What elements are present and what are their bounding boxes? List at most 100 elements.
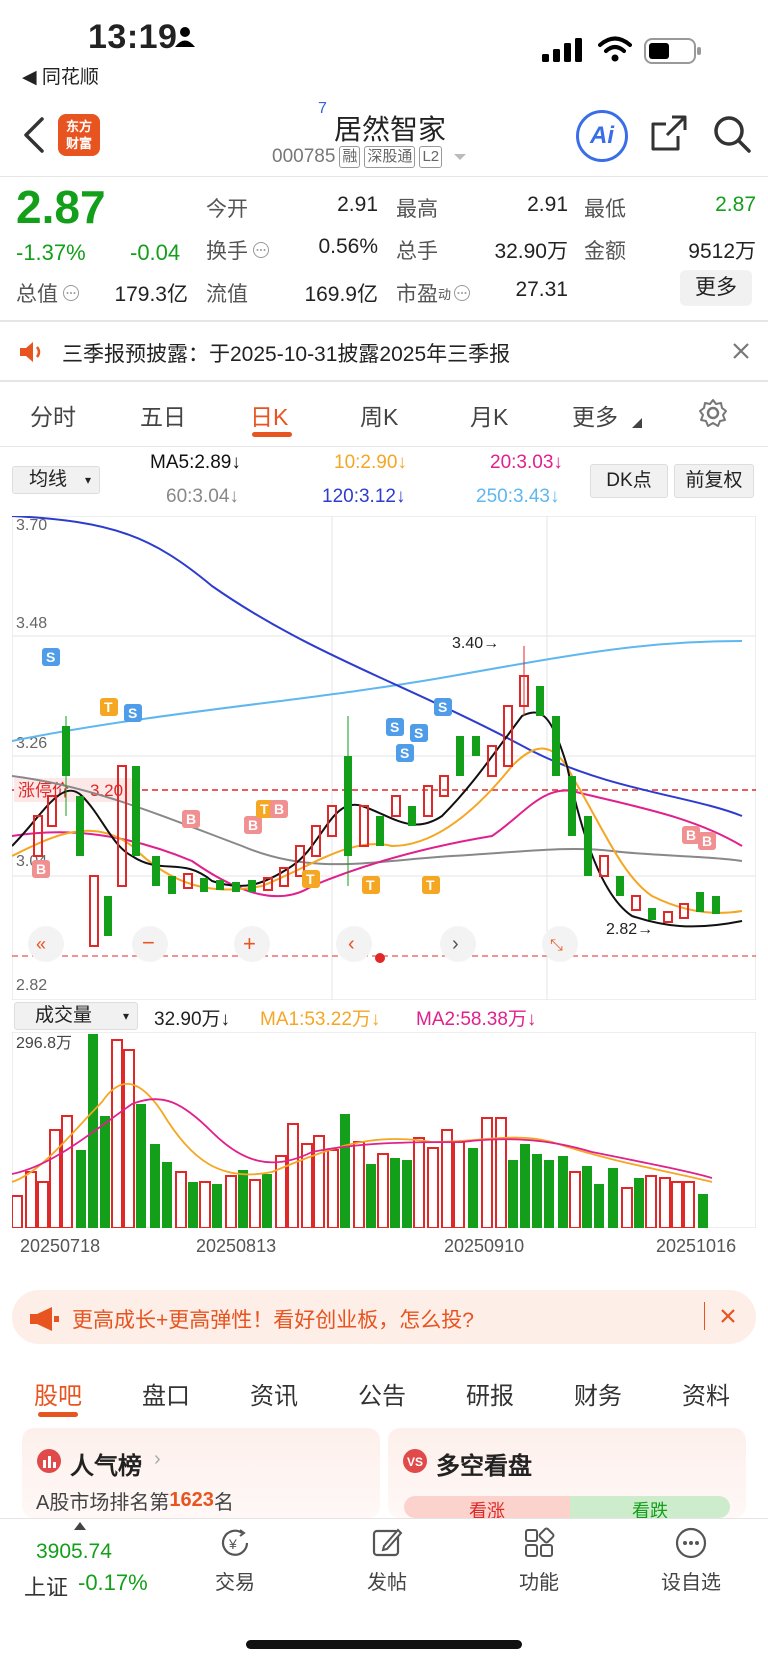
gear-icon[interactable]	[698, 398, 728, 428]
amount-value: 9512万	[688, 240, 756, 263]
volume-bars	[12, 1034, 708, 1228]
ad-banner[interactable]	[12, 1290, 756, 1344]
ma20-line	[12, 789, 743, 898]
index-value[interactable]: 3905.74	[36, 1540, 112, 1563]
info-icon[interactable]	[62, 284, 80, 302]
close-icon[interactable]	[732, 342, 750, 360]
open-label: 今开	[206, 198, 248, 221]
low-value: 2.87	[715, 193, 756, 216]
next-icon	[440, 926, 476, 962]
wifi-icon	[598, 36, 632, 62]
svg-text:T: T	[260, 801, 269, 817]
tab-finance[interactable]: 财务	[574, 1383, 622, 1410]
svg-text:S: S	[128, 705, 137, 721]
index-name[interactable]: 上证	[24, 1575, 69, 1600]
tab-more[interactable]: 更多	[572, 404, 618, 430]
volume-label: 总手	[396, 240, 438, 263]
volume-value: 32.90万	[494, 240, 568, 263]
change-amount: -0.04	[130, 240, 181, 265]
bottom-tab-indicator	[38, 1412, 78, 1417]
tab-week-k[interactable]: 周K	[360, 404, 399, 430]
current-price: 2.87	[16, 181, 106, 233]
pe-sup: 动	[438, 286, 452, 302]
dropdown-arrow-icon: ▾	[84, 473, 91, 487]
mktcap-value: 179.3亿	[114, 283, 188, 306]
tab-news[interactable]: 资讯	[250, 1383, 298, 1410]
nav-post[interactable]: 发帖	[332, 1526, 442, 1595]
ma120-value: 120:3.12↓	[322, 486, 406, 507]
svg-text:›: ›	[452, 933, 459, 955]
float-value: 169.9亿	[304, 283, 378, 306]
battery-icon	[644, 38, 701, 64]
tab-five-day[interactable]: 五日	[140, 404, 186, 430]
ma20-value: 20:3.03↓	[490, 452, 563, 473]
speaker-icon	[20, 342, 41, 362]
close-icon[interactable]	[720, 1308, 736, 1324]
tab-announcements[interactable]: 公告	[358, 1383, 406, 1410]
ad-divider	[704, 1302, 705, 1330]
svg-text:¥: ¥	[228, 1536, 237, 1552]
svg-text:B: B	[686, 827, 696, 843]
turnover-value: 0.56%	[318, 235, 378, 258]
dropdown-arrow-icon: ▾	[122, 1009, 129, 1023]
nav-functions[interactable]: 功能	[484, 1526, 594, 1595]
pe-value: 27.31	[515, 278, 568, 301]
adjust-button[interactable]: 前复权	[674, 464, 754, 498]
page-dot	[375, 953, 385, 963]
tab-day-k[interactable]: 日K	[250, 404, 289, 430]
more-button[interactable]: 更多	[680, 270, 752, 306]
tag-margin: 融	[339, 146, 361, 168]
svg-text:B: B	[274, 801, 284, 817]
volume-chart[interactable]: 296.8万	[12, 1032, 756, 1228]
header-divider	[0, 176, 768, 177]
info-icon[interactable]	[252, 241, 270, 259]
ai-button[interactable]: Ai	[576, 110, 628, 162]
nav-trade-label: 交易	[215, 1572, 255, 1594]
svg-text:B: B	[36, 861, 46, 877]
chart-controls[interactable]: « − + ‹ › ⤡	[28, 926, 578, 963]
tab-profile[interactable]: 资料	[682, 1383, 730, 1410]
svg-text:«: «	[36, 934, 46, 954]
tab-guba[interactable]: 股吧	[34, 1383, 82, 1410]
back-to-app[interactable]: ◀ 同花顺	[22, 67, 99, 88]
ad-text[interactable]: 更高成长+更高弹性！看好创业板，怎么投?	[72, 1309, 474, 1332]
notice-divider	[0, 380, 768, 382]
tab-month-k[interactable]: 月K	[470, 404, 509, 430]
share-icon[interactable]	[650, 114, 688, 152]
bull-bear-title: 多空看盘	[436, 1453, 532, 1480]
index-change[interactable]: -0.17%	[78, 1570, 148, 1595]
search-icon[interactable]	[712, 114, 752, 154]
caret-down-icon[interactable]	[452, 152, 468, 162]
float-label: 流值	[206, 283, 248, 306]
tab-pankou[interactable]: 盘口	[142, 1383, 190, 1410]
tag-connect: 深股通	[364, 146, 416, 168]
y-tick-348: 3.48	[16, 615, 47, 632]
svg-text:S: S	[390, 719, 399, 735]
volume-select[interactable]: 成交量 ▾	[14, 1002, 138, 1030]
popular-title: 人气榜	[70, 1453, 142, 1480]
dk-point-button[interactable]: DK点	[590, 464, 668, 498]
date-label-3: 20250910	[444, 1236, 525, 1256]
tab-research[interactable]: 研报	[466, 1383, 514, 1410]
rank-suffix: 名	[213, 1492, 234, 1514]
nav-trade[interactable]: ¥ 交易	[180, 1526, 290, 1595]
popular-card[interactable]	[22, 1428, 380, 1518]
back-arrow-icon[interactable]	[22, 116, 46, 154]
stock-code: 000785	[272, 146, 336, 167]
bear-button[interactable]: 看跌	[570, 1496, 730, 1518]
tab-intraday[interactable]: 分时	[30, 404, 76, 430]
svg-text:T: T	[104, 699, 113, 715]
bull-button[interactable]: 看涨	[404, 1496, 570, 1518]
nav-watchlist[interactable]: 设自选	[636, 1526, 746, 1595]
edit-icon	[372, 1528, 403, 1557]
date-label-2: 20250813	[196, 1236, 277, 1256]
ma-select[interactable]: 均线 ▾	[12, 466, 100, 494]
ma10-value: 10:2.90↓	[334, 452, 407, 473]
info-icon[interactable]	[453, 284, 471, 302]
date-label-1: 20250718	[20, 1236, 101, 1256]
y-tick-370: 3.70	[16, 517, 47, 534]
kline-chart[interactable]: 3.70 3.48 3.26 3.04 2.82 涨停价 3.20	[12, 516, 756, 1000]
notice-text[interactable]: 三季报预披露：于2025-10-31披露2025年三季报	[62, 343, 511, 366]
svg-text:B: B	[248, 817, 258, 833]
brand-line-2: 财富	[65, 136, 92, 151]
